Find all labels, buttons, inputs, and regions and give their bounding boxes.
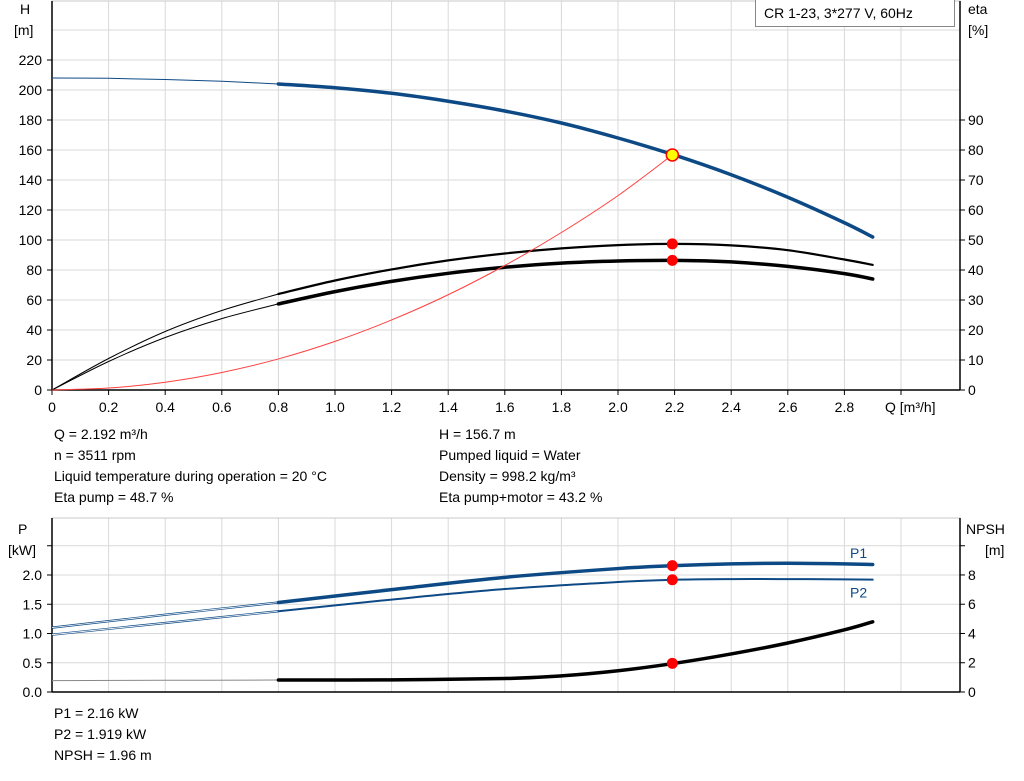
y-axis-label-left: H bbox=[20, 1, 30, 17]
power-npsh-plot bbox=[47, 517, 965, 693]
curve-NPSH bbox=[276, 620, 875, 682]
curve-eta_pump bbox=[277, 242, 874, 296]
info-speed: n = 3511 rpm bbox=[54, 447, 136, 463]
y-tick-label-right: 10 bbox=[968, 352, 984, 368]
curve-H-extrapolated bbox=[51, 77, 279, 85]
x-axis-label: Q [m³/h] bbox=[885, 399, 936, 415]
y-axis-unit-left: [m] bbox=[14, 22, 33, 38]
x-tick-label: 1.8 bbox=[552, 399, 572, 415]
curve-eta_pump-extrapolated bbox=[51, 293, 279, 391]
info-flow: Q = 2.192 m³/h bbox=[54, 426, 148, 442]
y-tick-label-right: 4 bbox=[968, 625, 976, 641]
info-bottom: P1 = 2.16 kW P2 = 1.919 kW NPSH = 1.96 m bbox=[54, 703, 152, 766]
y-tick-label-right: 50 bbox=[968, 232, 984, 248]
y-tick-label-right: 2 bbox=[968, 655, 976, 671]
series-label-P1: P1 bbox=[850, 545, 867, 561]
y-tick-label-left: 0 bbox=[34, 382, 42, 398]
x-tick-label: 2.2 bbox=[665, 399, 685, 415]
curve-eta_pump_motor-extrapolated bbox=[51, 303, 279, 391]
y-tick-label-left: 220 bbox=[19, 52, 43, 68]
y-tick-label-left: 180 bbox=[19, 112, 43, 128]
head-efficiency-plot bbox=[47, 0, 965, 395]
plot-frame bbox=[51, 517, 961, 693]
x-tick-label: 2.0 bbox=[608, 399, 628, 415]
x-tick-label: 0.8 bbox=[269, 399, 289, 415]
operating-point-marker bbox=[665, 148, 680, 162]
series-label-P2: P2 bbox=[850, 585, 867, 601]
y-tick-label-right: 60 bbox=[968, 202, 984, 218]
x-tick-label: 1.6 bbox=[495, 399, 515, 415]
info-top-right: H = 156.7 m Pumped liquid = Water Densit… bbox=[439, 424, 602, 508]
y-tick-label-left: 2.0 bbox=[23, 567, 43, 583]
y-tick-label-left: 120 bbox=[19, 202, 43, 218]
y-tick-label-right: 0 bbox=[968, 382, 976, 398]
info-npsh: NPSH = 1.96 m bbox=[54, 747, 152, 763]
marker-P2 bbox=[666, 574, 678, 586]
marker-eta_pump bbox=[666, 238, 678, 250]
marker-NPSH bbox=[666, 657, 678, 669]
info-density: Density = 998.2 kg/m³ bbox=[439, 468, 576, 484]
x-tick-label: 2.4 bbox=[721, 399, 741, 415]
y-tick-label-left: 0.5 bbox=[23, 655, 43, 671]
y-tick-label-left: 160 bbox=[19, 142, 43, 158]
y-tick-label-right: 30 bbox=[968, 292, 984, 308]
info-eta-pump-motor: Eta pump+motor = 43.2 % bbox=[439, 489, 603, 505]
y-axis-unit-right: [%] bbox=[968, 22, 988, 38]
y-axis-unit-left: [kW] bbox=[8, 542, 36, 558]
x-tick-label: 0.2 bbox=[99, 399, 119, 415]
chart-title: CR 1-23, 3*277 V, 60Hz bbox=[764, 5, 913, 21]
info-p1: P1 = 2.16 kW bbox=[54, 705, 139, 721]
y-tick-label-left: 140 bbox=[19, 172, 43, 188]
x-tick-label: 0 bbox=[48, 399, 56, 415]
chart-title-box: CR 1-23, 3*277 V, 60Hz bbox=[755, 0, 955, 27]
y-tick-label-left: 1.5 bbox=[23, 596, 43, 612]
curve-NPSH-extrapolated bbox=[51, 679, 279, 682]
curve-system bbox=[51, 154, 673, 391]
info-pumped-liquid: Pumped liquid = Water bbox=[439, 447, 581, 463]
y-axis-label-left: P bbox=[18, 521, 27, 537]
info-top-left: Q = 2.192 m³/h n = 3511 rpm Liquid tempe… bbox=[54, 424, 327, 508]
y-axis-label-right: NPSH bbox=[966, 521, 1005, 537]
y-tick-label-right: 70 bbox=[968, 172, 984, 188]
x-tick-label: 1.0 bbox=[325, 399, 345, 415]
y-tick-label-left: 80 bbox=[26, 262, 42, 278]
x-tick-label: 1.4 bbox=[438, 399, 458, 415]
y-axis-label-right: eta bbox=[968, 1, 988, 17]
y-tick-label-right: 40 bbox=[968, 262, 984, 278]
y-tick-label-left: 100 bbox=[19, 232, 43, 248]
y-tick-label-left: 200 bbox=[19, 82, 43, 98]
plot-frame bbox=[51, 0, 961, 391]
x-tick-label: 1.2 bbox=[382, 399, 402, 415]
info-p2: P2 = 1.919 kW bbox=[54, 726, 147, 742]
marker-eta_pump_motor bbox=[666, 254, 678, 266]
y-tick-label-left: 40 bbox=[26, 322, 42, 338]
curve-H bbox=[276, 82, 875, 239]
curve-P1-extrapolated-core bbox=[51, 602, 279, 629]
y-tick-label-right: 8 bbox=[968, 567, 976, 583]
marker-P1 bbox=[666, 560, 678, 572]
info-eta-pump: Eta pump = 48.7 % bbox=[54, 489, 174, 505]
y-tick-label-left: 60 bbox=[26, 292, 42, 308]
x-tick-label: 0.4 bbox=[155, 399, 175, 415]
y-tick-label-left: 1.0 bbox=[23, 626, 43, 642]
x-tick-label: 0.6 bbox=[212, 399, 232, 415]
x-tick-label: 2.8 bbox=[835, 399, 855, 415]
y-axis-unit-right: [m] bbox=[985, 542, 1004, 558]
curve-P2 bbox=[277, 578, 874, 613]
y-tick-label-right: 20 bbox=[968, 322, 984, 338]
y-tick-label-right: 80 bbox=[968, 142, 984, 158]
curve-eta_pump_motor bbox=[276, 258, 875, 306]
y-tick-label-right: 90 bbox=[968, 112, 984, 128]
curve-P2-extrapolated-core bbox=[51, 610, 279, 636]
y-tick-label-left: 20 bbox=[26, 352, 42, 368]
y-tick-label-right: 0 bbox=[968, 684, 976, 700]
info-liquid-temp: Liquid temperature during operation = 20… bbox=[54, 468, 327, 484]
y-tick-label-left: 0.0 bbox=[23, 684, 43, 700]
info-head: H = 156.7 m bbox=[439, 426, 516, 442]
curve-P1 bbox=[276, 561, 875, 605]
y-tick-label-right: 6 bbox=[968, 596, 976, 612]
x-tick-label: 2.6 bbox=[778, 399, 798, 415]
